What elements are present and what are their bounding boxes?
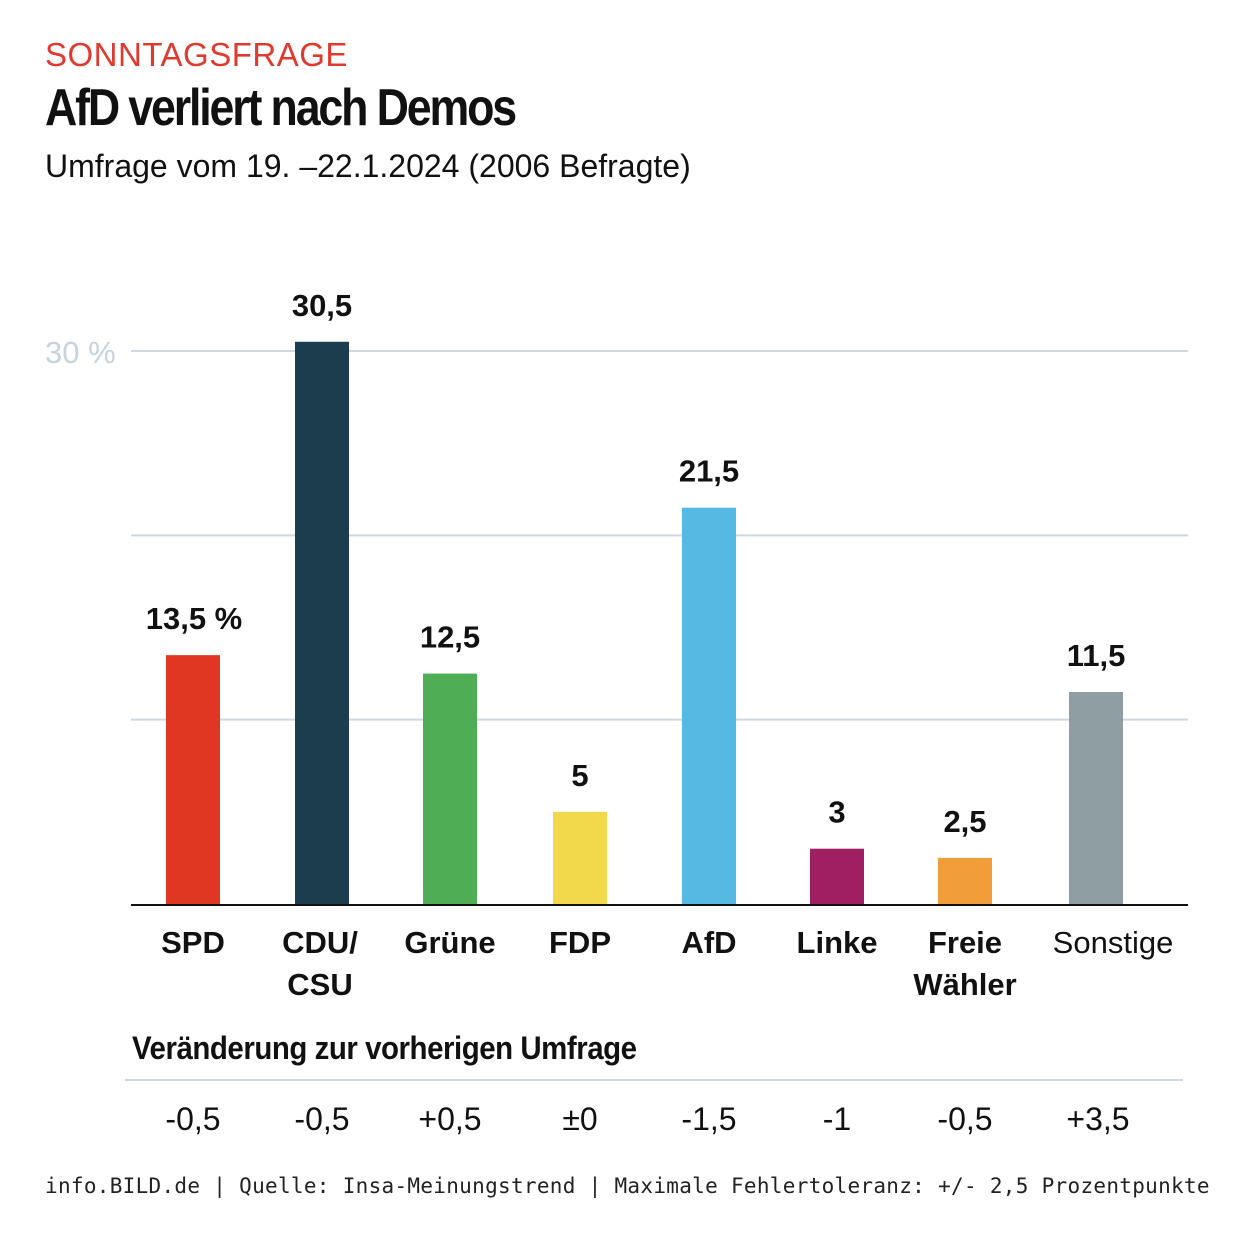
x-tick-label: Wähler — [913, 967, 1016, 1002]
change-value: -1,5 — [681, 1101, 736, 1137]
change-value: -1 — [823, 1101, 851, 1137]
bar-sonstige — [1069, 692, 1123, 904]
x-tick-label: CSU — [287, 967, 352, 1002]
change-value: +3,5 — [1066, 1101, 1129, 1137]
x-tick-label: AfD — [681, 925, 736, 960]
y-tick-label: 30 % — [45, 335, 116, 370]
data-label: 3 — [828, 795, 845, 830]
change-value: ±0 — [562, 1101, 597, 1137]
data-label: 21,5 — [679, 454, 739, 489]
change-value: -0,5 — [937, 1101, 992, 1137]
x-tick-label: Linke — [797, 925, 878, 960]
data-label: 5 — [571, 758, 588, 793]
bar-spd — [166, 655, 220, 904]
data-label: 2,5 — [943, 804, 986, 839]
change-section-divider — [125, 1079, 1183, 1081]
data-label: 12,5 — [420, 620, 480, 655]
change-value: -0,5 — [165, 1101, 220, 1137]
change-value: -0,5 — [294, 1101, 349, 1137]
chart-kicker: SONNTAGSFRAGE — [45, 36, 348, 73]
data-label: 11,5 — [1067, 638, 1126, 673]
x-tick-label: FDP — [549, 925, 611, 960]
data-label: 30,5 — [292, 288, 352, 323]
chart-title: AfD verliert nach Demos — [45, 79, 517, 137]
bar-freie-w-hler — [938, 857, 992, 904]
bar-afd — [682, 507, 736, 904]
x-tick-label: Freie — [928, 925, 1002, 960]
bar-fdp — [553, 811, 607, 904]
bar-linke — [810, 848, 864, 904]
x-tick-label: Sonstige — [1053, 925, 1174, 960]
x-tick-label: CDU/ — [282, 925, 358, 960]
bar-cdu-csu — [295, 341, 349, 904]
bar-gr-ne — [423, 673, 477, 904]
footer-source: info.BILD.de | Quelle: Insa-Meinungstren… — [45, 1174, 1210, 1198]
data-label: 13,5 % — [146, 601, 243, 636]
change-value: +0,5 — [418, 1101, 481, 1137]
change-section-title: Veränderung zur vorherigen Umfrage — [132, 1030, 637, 1066]
chart-subtitle: Umfrage vom 19. –22.1.2024 (2006 Befragt… — [45, 148, 691, 184]
bar-chart: 30 % 13,5 % 30,5 12,5 5 21,5 3 2,5 11,5 SPD CDU/CS… — [45, 288, 1188, 1137]
x-tick-label: SPD — [161, 925, 225, 960]
x-tick-label: Grüne — [404, 925, 495, 960]
